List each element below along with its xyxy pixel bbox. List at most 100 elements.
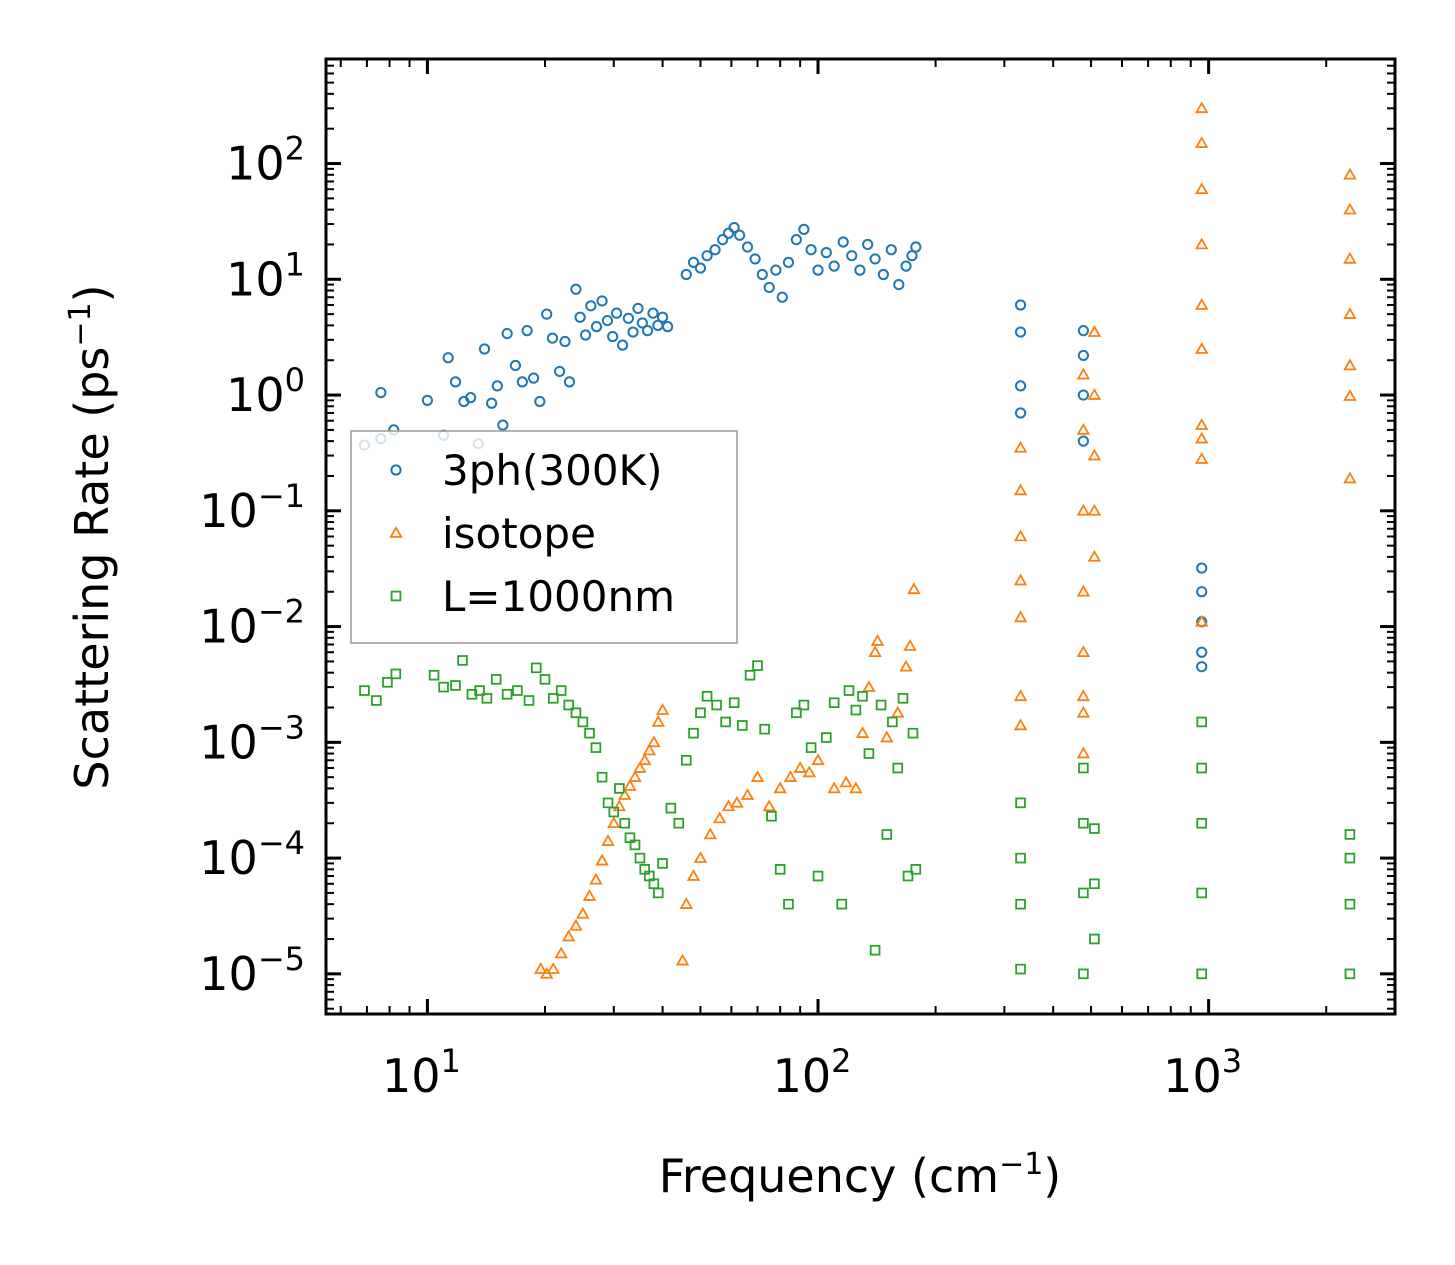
data-point-3ph-300k (722, 227, 735, 239)
data-point-l-1000nm (907, 727, 919, 739)
data-point-l-1000nm (602, 797, 614, 809)
data-point-isotope (1194, 182, 1209, 195)
data-point-isotope (1087, 549, 1102, 562)
y-tick-label: 10−4 (199, 824, 305, 885)
data-point-l-1000nm (1196, 887, 1208, 899)
data-point-isotope (1087, 388, 1102, 400)
data-point-3ph-300k (728, 221, 740, 234)
data-point-l-1000nm (590, 742, 602, 753)
data-point-isotope (855, 726, 870, 738)
data-point-isotope (773, 781, 787, 794)
data-point-isotope (1087, 448, 1102, 461)
data-point-isotope (647, 735, 661, 748)
data-point-l-1000nm (1344, 829, 1356, 840)
data-point-3ph-300k (375, 387, 387, 399)
data-point-l-1000nm (744, 669, 756, 681)
data-point-isotope (899, 659, 913, 672)
data-point-3ph-300k (590, 321, 603, 333)
data-point-l-1000nm (812, 870, 824, 882)
data-point-isotope (1194, 614, 1209, 627)
data-point-isotope (595, 853, 609, 866)
data-point-isotope (730, 795, 744, 808)
data-point-l-1000nm (850, 704, 862, 716)
data-point-l-1000nm (774, 864, 786, 875)
data-point-3ph-300k (846, 250, 858, 262)
legend-label: 3ph(300K) (442, 446, 662, 495)
data-point-l-1000nm (1344, 898, 1356, 910)
data-point-l-1000nm (555, 685, 567, 696)
data-point-l-1000nm (652, 887, 664, 899)
data-point-l-1000nm (902, 870, 914, 882)
data-point-l-1000nm (821, 732, 832, 743)
data-point-3ph-300k (770, 264, 782, 276)
data-point-isotope (1194, 136, 1209, 148)
data-point-3ph-300k (701, 250, 713, 262)
y-tick-label: 10−3 (199, 708, 305, 769)
data-point-3ph-300k (610, 307, 623, 319)
data-point-3ph-300k (1196, 586, 1208, 598)
data-point-isotope (1194, 452, 1209, 464)
data-point-3ph-300k (741, 241, 754, 253)
data-point-3ph-300k (559, 335, 571, 348)
data-point-isotope (1194, 418, 1209, 430)
data-point-3ph-300k (509, 359, 522, 372)
data-point-3ph-300k (820, 247, 832, 259)
data-point-isotope (607, 816, 621, 829)
data-point-isotope (637, 753, 652, 766)
data-point-l-1000nm (634, 852, 646, 864)
data-point-l-1000nm (1196, 716, 1208, 728)
y-tick-label: 102 (226, 130, 305, 191)
data-point-isotope (868, 645, 882, 658)
data-point-3ph-300k (749, 253, 761, 265)
data-point-3ph-300k (862, 238, 874, 251)
data-point-isotope (633, 761, 647, 773)
data-point-l-1000nm (619, 817, 631, 829)
data-point-l-1000nm (1015, 898, 1026, 910)
data-point-isotope (703, 827, 718, 840)
data-point-3ph-300k (563, 376, 576, 388)
data-point-isotope (1076, 422, 1091, 435)
data-point-3ph-300k (497, 419, 509, 431)
data-point-isotope (880, 730, 894, 743)
data-point-l-1000nm (359, 685, 370, 696)
data-point-isotope (651, 714, 666, 727)
data-point-isotope (1076, 584, 1091, 597)
data-point-3ph-300k (662, 321, 674, 333)
legend-label: isotope (442, 509, 596, 558)
data-point-3ph-300k (641, 325, 654, 337)
data-point-isotope (1194, 237, 1209, 250)
data-point-l-1000nm (523, 695, 535, 706)
legend-marker (390, 590, 402, 602)
data-point-l-1000nm (828, 697, 840, 708)
y-tick-label: 10−1 (199, 477, 305, 538)
data-point-isotope (546, 962, 561, 974)
x-tick-label: 101 (382, 1042, 461, 1103)
data-point-isotope (1013, 529, 1028, 542)
data-point-3ph-300k (607, 330, 619, 343)
data-point-isotope (1343, 251, 1357, 264)
data-point-isotope (1087, 325, 1102, 337)
data-point-l-1000nm (688, 727, 699, 739)
data-point-3ph-300k (828, 260, 840, 272)
x-tick-label: 102 (773, 1042, 852, 1103)
data-point-3ph-300k (1196, 661, 1208, 673)
data-point-l-1000nm (584, 727, 595, 739)
data-point-l-1000nm (371, 695, 382, 706)
data-point-isotope (576, 906, 590, 919)
data-point-3ph-300k (1196, 646, 1208, 658)
data-point-3ph-300k (516, 376, 528, 388)
data-point-l-1000nm (783, 898, 794, 910)
data-point-isotope (1343, 167, 1357, 180)
data-point-3ph-300k (877, 268, 889, 281)
y-tick-labels: 10−5 10−4 10−3 10−2 10−1 100 101 102 (199, 130, 305, 1001)
data-point-isotope (762, 799, 776, 812)
data-point-l-1000nm (1089, 823, 1100, 834)
data-point-isotope (1013, 689, 1028, 702)
y-tick-label: 10−2 (199, 593, 305, 654)
data-point-l-1000nm (695, 707, 706, 719)
legend-box (350, 430, 738, 644)
data-point-l-1000nm (875, 699, 887, 711)
data-point-isotope (617, 788, 632, 800)
data-point-isotope (561, 929, 576, 942)
